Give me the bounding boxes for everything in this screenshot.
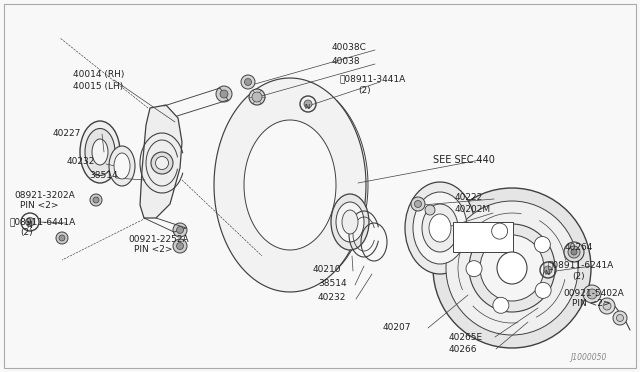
- Ellipse shape: [92, 139, 108, 165]
- Text: 08921-3202A: 08921-3202A: [14, 190, 75, 199]
- Circle shape: [241, 75, 255, 89]
- Text: 00921-5402A: 00921-5402A: [563, 289, 624, 298]
- Text: Ⓝ08911-6241A: Ⓝ08911-6241A: [548, 260, 614, 269]
- Ellipse shape: [336, 202, 364, 242]
- Circle shape: [304, 100, 312, 108]
- Ellipse shape: [469, 224, 555, 312]
- Text: 40014 (RH): 40014 (RH): [73, 70, 124, 78]
- Ellipse shape: [480, 235, 544, 301]
- Ellipse shape: [433, 188, 591, 348]
- Text: Ⓝ08911-6441A: Ⓝ08911-6441A: [10, 218, 76, 227]
- Text: 40222: 40222: [455, 192, 483, 202]
- Circle shape: [616, 314, 623, 321]
- Ellipse shape: [422, 204, 458, 252]
- Ellipse shape: [446, 201, 578, 335]
- Text: PIN <2>: PIN <2>: [134, 246, 173, 254]
- Text: 38514: 38514: [318, 279, 347, 289]
- Circle shape: [177, 243, 184, 250]
- Polygon shape: [140, 105, 182, 218]
- Circle shape: [173, 239, 187, 253]
- Circle shape: [177, 227, 184, 234]
- Circle shape: [583, 285, 601, 303]
- Text: N: N: [304, 104, 309, 110]
- Circle shape: [534, 237, 550, 253]
- Text: PIN <2>: PIN <2>: [572, 299, 611, 308]
- Circle shape: [220, 90, 228, 98]
- Bar: [453, 222, 513, 252]
- Circle shape: [425, 205, 435, 215]
- Text: 38514: 38514: [89, 171, 118, 180]
- Text: 40232: 40232: [318, 294, 346, 302]
- Text: J1000050: J1000050: [570, 353, 606, 362]
- Circle shape: [415, 201, 422, 208]
- Ellipse shape: [114, 153, 130, 179]
- Circle shape: [564, 242, 584, 262]
- Circle shape: [603, 302, 611, 310]
- Text: 40202M: 40202M: [455, 205, 491, 215]
- Circle shape: [93, 197, 99, 203]
- Circle shape: [26, 218, 35, 227]
- Circle shape: [411, 197, 425, 211]
- Circle shape: [571, 249, 577, 255]
- Text: (2): (2): [20, 228, 33, 237]
- Ellipse shape: [405, 182, 475, 274]
- Polygon shape: [244, 120, 336, 250]
- Circle shape: [90, 194, 102, 206]
- Circle shape: [535, 282, 551, 298]
- Ellipse shape: [80, 121, 120, 183]
- Circle shape: [544, 266, 552, 274]
- Ellipse shape: [156, 157, 168, 170]
- Ellipse shape: [151, 152, 173, 174]
- Polygon shape: [214, 78, 366, 292]
- Text: 40265E: 40265E: [449, 333, 483, 341]
- Text: N: N: [544, 270, 549, 276]
- Circle shape: [249, 89, 265, 105]
- Circle shape: [599, 298, 615, 314]
- Circle shape: [613, 311, 627, 325]
- Text: SEE SEC.440: SEE SEC.440: [433, 155, 495, 165]
- Circle shape: [568, 246, 580, 258]
- Text: Ⓝ08911-3441A: Ⓝ08911-3441A: [340, 74, 406, 83]
- Circle shape: [493, 297, 509, 313]
- Circle shape: [216, 86, 232, 102]
- Text: (2): (2): [358, 86, 371, 94]
- Ellipse shape: [85, 128, 115, 176]
- Circle shape: [244, 78, 252, 86]
- Text: 40227: 40227: [53, 128, 81, 138]
- Text: 40210: 40210: [313, 266, 342, 275]
- Text: 40015 (LH): 40015 (LH): [73, 81, 124, 90]
- Ellipse shape: [429, 214, 451, 242]
- Circle shape: [56, 232, 68, 244]
- Ellipse shape: [109, 146, 135, 186]
- Circle shape: [59, 235, 65, 241]
- Text: 40266: 40266: [449, 344, 477, 353]
- Text: 40038: 40038: [332, 58, 360, 67]
- Text: 40264: 40264: [565, 244, 593, 253]
- Ellipse shape: [497, 252, 527, 284]
- Ellipse shape: [331, 194, 369, 250]
- Text: N: N: [26, 221, 32, 230]
- Ellipse shape: [413, 192, 467, 264]
- Text: 40038C: 40038C: [332, 44, 367, 52]
- Circle shape: [252, 92, 262, 102]
- Text: 00921-2252A: 00921-2252A: [128, 234, 189, 244]
- Text: PIN <2>: PIN <2>: [20, 202, 58, 211]
- Circle shape: [587, 289, 597, 299]
- Text: (2): (2): [572, 273, 584, 282]
- Text: 40207: 40207: [383, 324, 412, 333]
- Circle shape: [492, 223, 508, 239]
- Circle shape: [466, 261, 482, 277]
- Text: 40232: 40232: [67, 157, 95, 167]
- Ellipse shape: [342, 210, 358, 234]
- Circle shape: [173, 223, 187, 237]
